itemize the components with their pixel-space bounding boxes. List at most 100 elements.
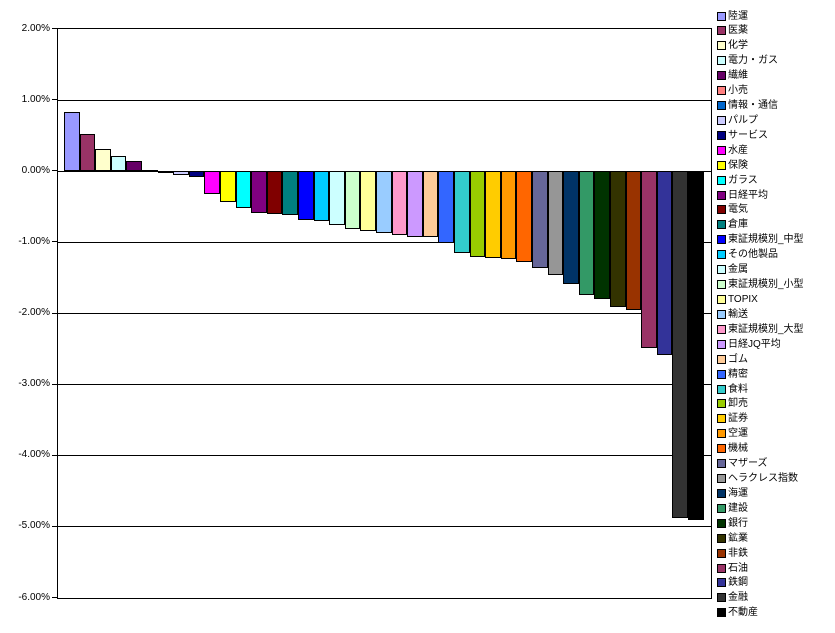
bar-電気[interactable] — [266, 171, 283, 214]
legend-item-倉庫[interactable]: 倉庫 — [717, 218, 748, 232]
bar-ヘラクレス指数[interactable] — [547, 171, 564, 276]
bar-倉庫[interactable] — [282, 171, 298, 216]
bar-食料[interactable] — [454, 171, 470, 254]
bar-建設[interactable] — [578, 171, 595, 295]
bar-空運[interactable] — [500, 171, 517, 259]
legend-item-情報・通信[interactable]: 情報・通信 — [717, 99, 778, 113]
bar-ゴム[interactable] — [422, 171, 439, 238]
legend-item-TOPIX[interactable]: TOPIX — [717, 292, 758, 306]
legend-item-繊維[interactable]: 繊維 — [717, 69, 748, 83]
bar-金融[interactable] — [672, 171, 688, 519]
legend-color-swatch — [717, 11, 726, 21]
legend-item-空運[interactable]: 空運 — [717, 427, 748, 441]
legend-color-swatch — [717, 384, 726, 394]
legend-item-輸送[interactable]: 輸送 — [717, 307, 748, 321]
y-axis-label: -3.00% — [18, 378, 50, 390]
bar-精密[interactable] — [438, 171, 454, 244]
bar-陸運[interactable] — [64, 112, 80, 172]
legend-item-電力・ガス[interactable]: 電力・ガス — [717, 54, 778, 68]
legend-item-金属[interactable]: 金属 — [717, 263, 748, 277]
legend-item-食料[interactable]: 食料 — [717, 382, 748, 396]
legend-item-小売[interactable]: 小売 — [717, 84, 748, 98]
bar-情報・通信[interactable] — [157, 171, 174, 174]
legend-item-東証規模別_小型[interactable]: 東証規模別_小型 — [717, 278, 804, 292]
legend-label: 情報・通信 — [728, 100, 778, 112]
legend-item-マザーズ[interactable]: マザーズ — [717, 457, 768, 471]
legend-color-swatch — [717, 563, 726, 573]
legend-label: マザーズ — [728, 458, 768, 470]
bar-小売[interactable] — [142, 170, 158, 173]
legend-item-卸売[interactable]: 卸売 — [717, 397, 748, 411]
bar-化学[interactable] — [95, 149, 111, 172]
legend-label: 東証規模別_大型 — [728, 323, 804, 335]
bar-不動産[interactable] — [688, 171, 704, 521]
legend-item-鉱業[interactable]: 鉱業 — [717, 531, 748, 545]
bar-非鉄[interactable] — [625, 171, 642, 310]
legend-item-日経平均[interactable]: 日経平均 — [717, 188, 768, 202]
legend-item-非鉄[interactable]: 非鉄 — [717, 546, 748, 560]
bar-石油[interactable] — [641, 171, 657, 349]
gridline — [58, 384, 711, 386]
legend-item-建設[interactable]: 建設 — [717, 501, 748, 515]
bar-TOPIX[interactable] — [360, 171, 376, 231]
bar-東証規模別_大型[interactable] — [391, 171, 408, 235]
bar-輸送[interactable] — [376, 171, 392, 234]
legend-item-化学[interactable]: 化学 — [717, 39, 748, 53]
bar-金属[interactable] — [329, 171, 345, 225]
legend-item-海運[interactable]: 海運 — [717, 486, 748, 500]
bar-鉱業[interactable] — [610, 171, 626, 308]
bar-ガラス[interactable] — [235, 171, 252, 208]
legend-item-水産[interactable]: 水産 — [717, 143, 748, 157]
legend-color-swatch — [717, 518, 726, 528]
bar-マザーズ[interactable] — [532, 171, 548, 268]
y-axis-tick — [52, 525, 57, 527]
legend-label: 医薬 — [728, 25, 748, 37]
bar-鉄鋼[interactable] — [656, 171, 673, 356]
legend-color-swatch — [717, 503, 726, 513]
legend-item-機械[interactable]: 機械 — [717, 442, 748, 456]
bar-日経JQ平均[interactable] — [407, 171, 423, 237]
legend-item-ゴム[interactable]: ゴム — [717, 352, 748, 366]
legend-item-日経JQ平均[interactable]: 日経JQ平均 — [717, 337, 781, 351]
bar-機械[interactable] — [516, 171, 532, 263]
legend-item-ヘラクレス指数[interactable]: ヘラクレス指数 — [717, 472, 798, 486]
bar-水産[interactable] — [204, 171, 220, 194]
bar-卸売[interactable] — [469, 171, 486, 257]
legend-label: 鉄鋼 — [728, 577, 748, 589]
legend-label: ゴム — [728, 353, 748, 365]
bar-銀行[interactable] — [594, 171, 610, 299]
legend-item-その他製品[interactable]: その他製品 — [717, 248, 778, 262]
legend-item-ガラス[interactable]: ガラス — [717, 173, 758, 187]
legend-item-銀行[interactable]: 銀行 — [717, 516, 748, 530]
legend-item-医薬[interactable]: 医薬 — [717, 24, 748, 38]
bar-証券[interactable] — [485, 171, 501, 259]
legend-item-不動産[interactable]: 不動産 — [717, 606, 758, 620]
legend-item-パルプ[interactable]: パルプ — [717, 113, 758, 127]
y-axis-label: -1.00% — [18, 235, 50, 247]
legend-item-東証規模別_中型[interactable]: 東証規模別_中型 — [717, 233, 804, 247]
bar-海運[interactable] — [563, 171, 579, 285]
bar-電力・ガス[interactable] — [110, 155, 127, 172]
legend-item-サービス[interactable]: サービス — [717, 128, 768, 142]
bar-東証規模別_小型[interactable] — [344, 171, 361, 229]
legend-item-東証規模別_大型[interactable]: 東証規模別_大型 — [717, 322, 804, 336]
legend-item-石油[interactable]: 石油 — [717, 561, 748, 575]
legend-label: 日経JQ平均 — [728, 338, 781, 350]
bar-その他製品[interactable] — [313, 171, 330, 222]
bar-繊維[interactable] — [126, 160, 142, 172]
bar-パルプ[interactable] — [173, 171, 189, 175]
legend-item-保険[interactable]: 保険 — [717, 158, 748, 172]
bar-日経平均[interactable] — [251, 171, 267, 213]
legend-color-swatch — [717, 145, 726, 155]
legend-color-swatch — [717, 190, 726, 200]
bar-東証規模別_中型[interactable] — [298, 171, 314, 220]
legend-item-陸運[interactable]: 陸運 — [717, 9, 748, 23]
bar-医薬[interactable] — [79, 134, 96, 172]
bar-保険[interactable] — [220, 171, 236, 202]
legend-item-電気[interactable]: 電気 — [717, 203, 748, 217]
bar-サービス[interactable] — [188, 171, 205, 177]
legend-item-証券[interactable]: 証券 — [717, 412, 748, 426]
legend-item-金融[interactable]: 金融 — [717, 591, 748, 605]
legend-item-鉄鋼[interactable]: 鉄鋼 — [717, 576, 748, 590]
legend-item-精密[interactable]: 精密 — [717, 367, 748, 381]
